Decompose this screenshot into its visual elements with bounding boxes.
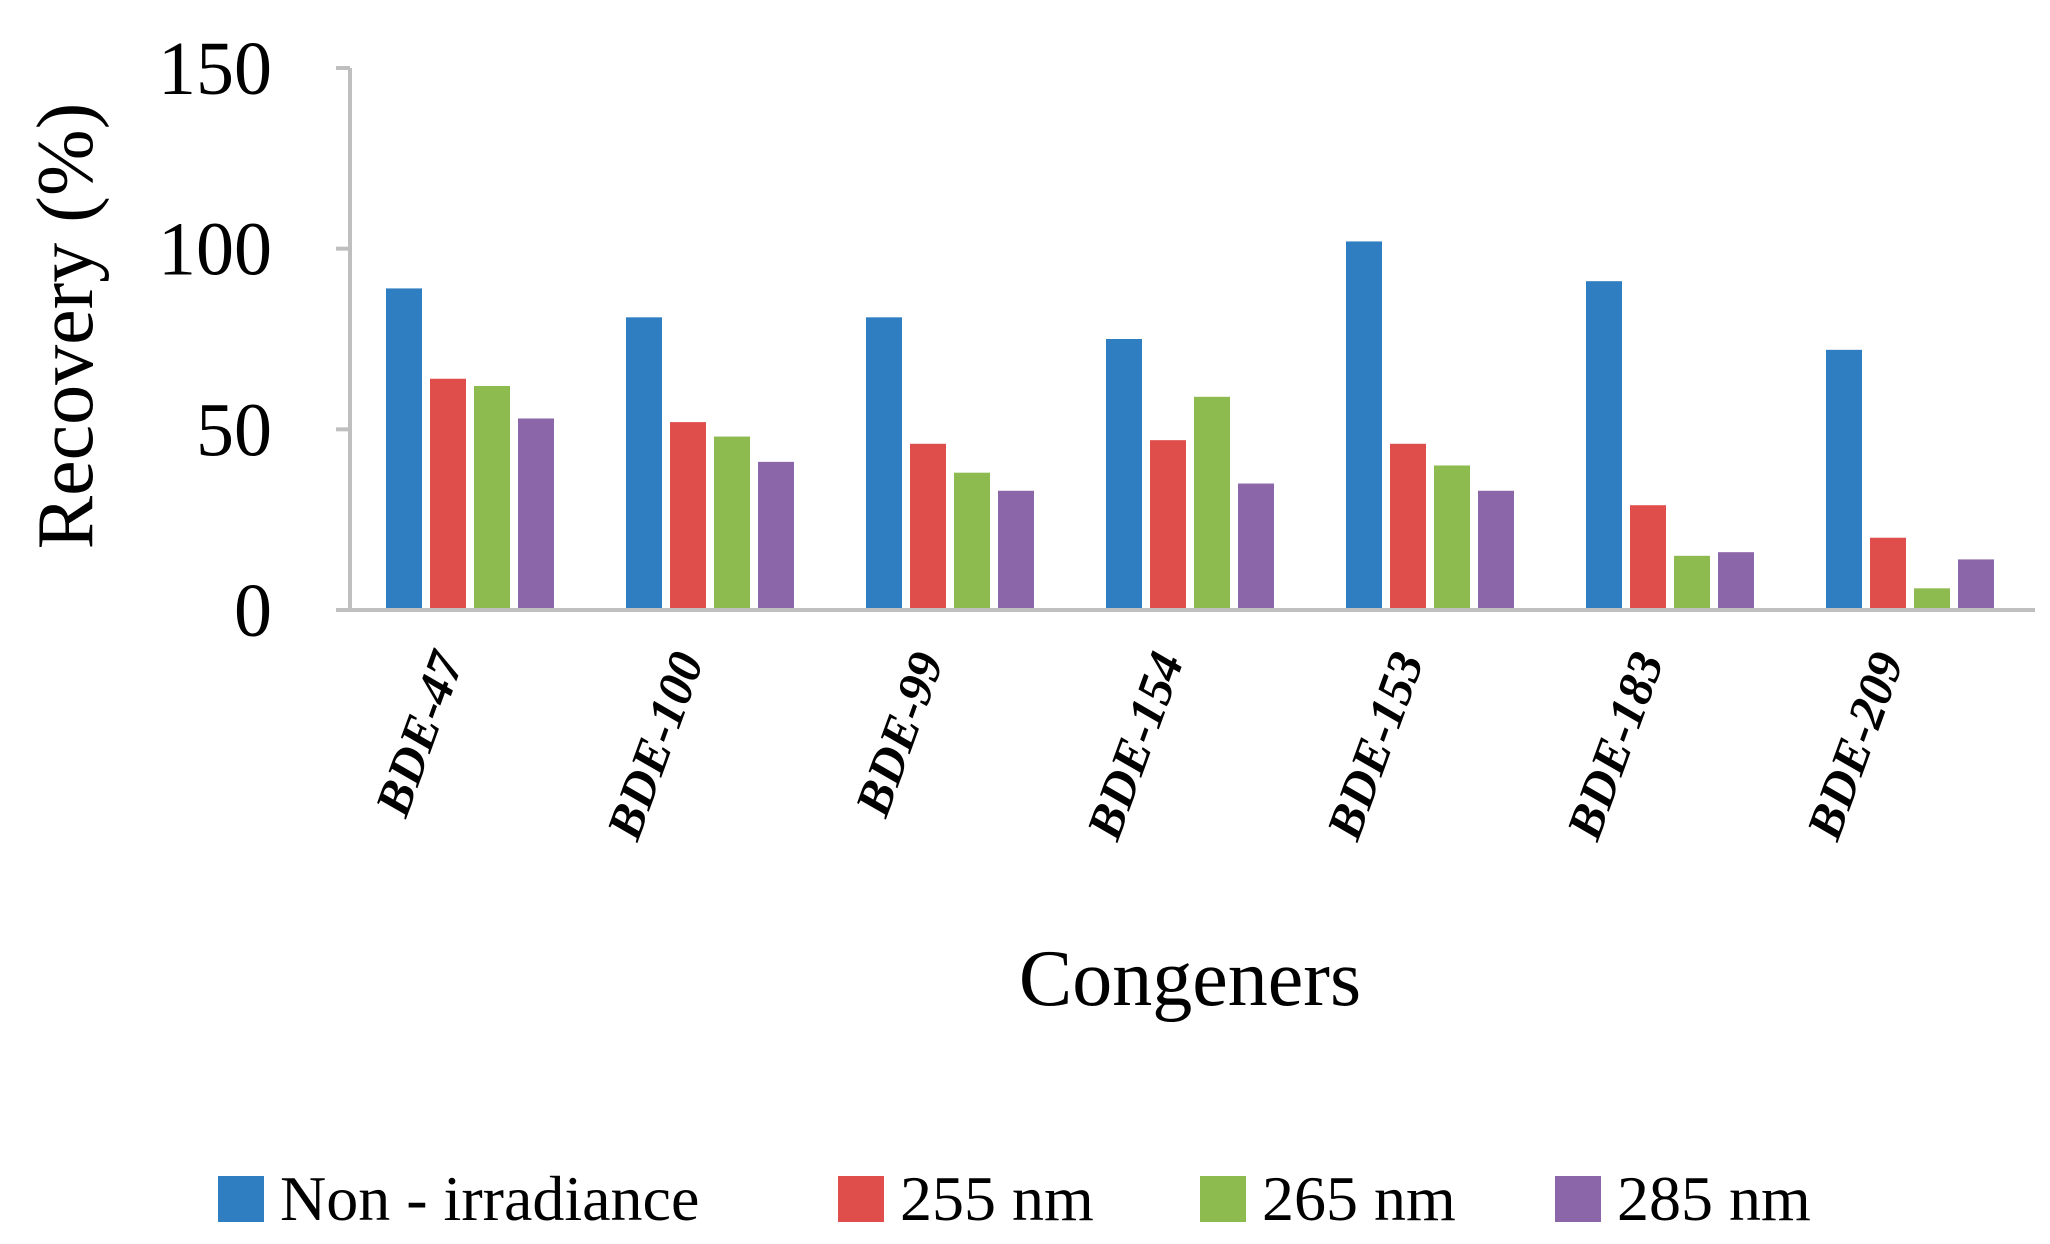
bar xyxy=(1674,555,1710,610)
y-tick-label: 150 xyxy=(158,27,272,111)
bar xyxy=(1478,490,1514,610)
bar xyxy=(626,317,662,610)
bar xyxy=(866,317,902,610)
bar xyxy=(1106,339,1142,610)
legend: Non - irradiance 255 nm 265 nm 285 nm xyxy=(218,1163,1811,1234)
bar xyxy=(518,418,554,610)
y-tick-label: 100 xyxy=(158,208,272,292)
axes-group xyxy=(348,68,2035,612)
bar xyxy=(1630,505,1666,610)
legend-swatch xyxy=(218,1176,264,1222)
bar xyxy=(1870,537,1906,610)
bar xyxy=(1718,552,1754,610)
x-tick-label: BDE-47 xyxy=(363,643,475,824)
bar xyxy=(758,461,794,610)
bar xyxy=(1194,396,1230,610)
bar xyxy=(474,385,510,610)
y-ticks-group: 0 50 100 150 xyxy=(158,27,350,653)
x-category-labels: BDE-47 BDE-100 BDE-99 BDE-154 BDE-153 BDE-183… xyxy=(363,643,1914,848)
bar xyxy=(954,472,990,610)
y-tick-label: 50 xyxy=(196,388,272,472)
bar xyxy=(670,422,706,610)
bar xyxy=(430,378,466,610)
x-tick-label: BDE-153 xyxy=(1315,645,1434,848)
legend-swatch xyxy=(838,1176,884,1222)
x-axis-title: Congeners xyxy=(1019,935,1361,1023)
bar xyxy=(1390,443,1426,610)
legend-label: 285 nm xyxy=(1617,1163,1811,1234)
bar xyxy=(998,490,1034,610)
legend-label: 255 nm xyxy=(900,1163,1094,1234)
bar xyxy=(714,436,750,610)
legend-label: 265 nm xyxy=(1262,1163,1456,1234)
bar xyxy=(1826,349,1862,610)
bar xyxy=(1914,588,1950,610)
bar xyxy=(1434,465,1470,610)
x-tick-label: BDE-183 xyxy=(1555,645,1674,848)
y-tick-label: 0 xyxy=(234,569,272,653)
bars-group xyxy=(386,241,1994,610)
bar xyxy=(386,288,422,610)
bar xyxy=(1958,559,1994,610)
x-tick-label: BDE-154 xyxy=(1075,645,1194,848)
bar xyxy=(1238,483,1274,610)
bar xyxy=(1346,241,1382,610)
bar xyxy=(1586,281,1622,610)
x-tick-label: BDE-99 xyxy=(843,645,954,824)
x-tick-label: BDE-100 xyxy=(595,645,714,848)
legend-swatch xyxy=(1200,1176,1246,1222)
legend-swatch xyxy=(1555,1176,1601,1222)
bar xyxy=(910,443,946,610)
bar xyxy=(1150,440,1186,610)
legend-label: Non - irradiance xyxy=(280,1163,699,1234)
x-tick-label: BDE-209 xyxy=(1795,645,1914,848)
y-axis-title: Recovery (%) xyxy=(22,103,110,549)
